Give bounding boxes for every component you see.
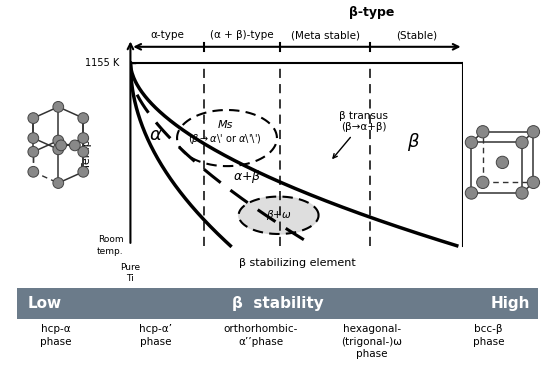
Text: $\alpha$: $\alpha$ [149, 126, 162, 144]
Circle shape [56, 140, 67, 151]
Circle shape [78, 146, 89, 157]
Circle shape [527, 126, 539, 138]
Text: hexagonal-
(trigonal-)ω
phase: hexagonal- (trigonal-)ω phase [341, 324, 402, 359]
Text: hcp-α
phase: hcp-α phase [40, 324, 71, 347]
Text: High: High [491, 296, 531, 311]
Text: Pure
Ti: Pure Ti [120, 263, 140, 284]
Text: α-type: α-type [150, 30, 184, 40]
Text: 1155 K: 1155 K [84, 58, 119, 68]
Circle shape [28, 167, 39, 177]
FancyBboxPatch shape [17, 289, 538, 319]
Text: Ms: Ms [218, 119, 233, 129]
Text: β transus
(β→α+β): β transus (β→α+β) [333, 111, 388, 158]
Circle shape [69, 140, 80, 151]
Text: Room
temp.: Room temp. [97, 235, 124, 256]
Circle shape [53, 101, 64, 112]
Circle shape [78, 113, 89, 124]
Circle shape [465, 136, 477, 149]
Text: Temp.: Temp. [82, 135, 92, 169]
Circle shape [53, 178, 64, 188]
Text: β  stability: β stability [231, 296, 324, 311]
Circle shape [477, 126, 489, 138]
Circle shape [465, 187, 477, 199]
Polygon shape [239, 197, 319, 234]
Circle shape [53, 135, 64, 146]
Text: $\alpha$+$\beta$: $\alpha$+$\beta$ [233, 168, 261, 185]
Circle shape [516, 136, 528, 149]
Text: orthorhombic-
α’’phase: orthorhombic- α’’phase [224, 324, 298, 347]
Text: β-type: β-type [349, 6, 395, 19]
Circle shape [516, 187, 528, 199]
Circle shape [28, 146, 39, 157]
Text: (Stable): (Stable) [396, 30, 437, 40]
Text: (α + β)-type: (α + β)-type [210, 30, 274, 40]
Text: $\beta$+$\omega$: $\beta$+$\omega$ [266, 208, 291, 222]
Circle shape [527, 176, 539, 188]
Text: $\beta$: $\beta$ [407, 131, 420, 153]
Circle shape [78, 167, 89, 177]
Text: (Meta stable): (Meta stable) [291, 30, 360, 40]
Text: Low: Low [27, 296, 62, 311]
Text: hcp-α’
phase: hcp-α’ phase [139, 324, 172, 347]
Text: β stabilizing element: β stabilizing element [239, 258, 355, 268]
Circle shape [28, 133, 39, 144]
Text: ($\beta$$\rightarrow$$\alpha$\' or $\alpha$\'\'): ($\beta$$\rightarrow$$\alpha$\' or $\alp… [188, 131, 263, 145]
Text: bcc-β
phase: bcc-β phase [473, 324, 504, 347]
Circle shape [28, 113, 39, 124]
Circle shape [53, 144, 64, 155]
Circle shape [496, 156, 508, 168]
Circle shape [477, 176, 489, 188]
Circle shape [78, 133, 89, 144]
